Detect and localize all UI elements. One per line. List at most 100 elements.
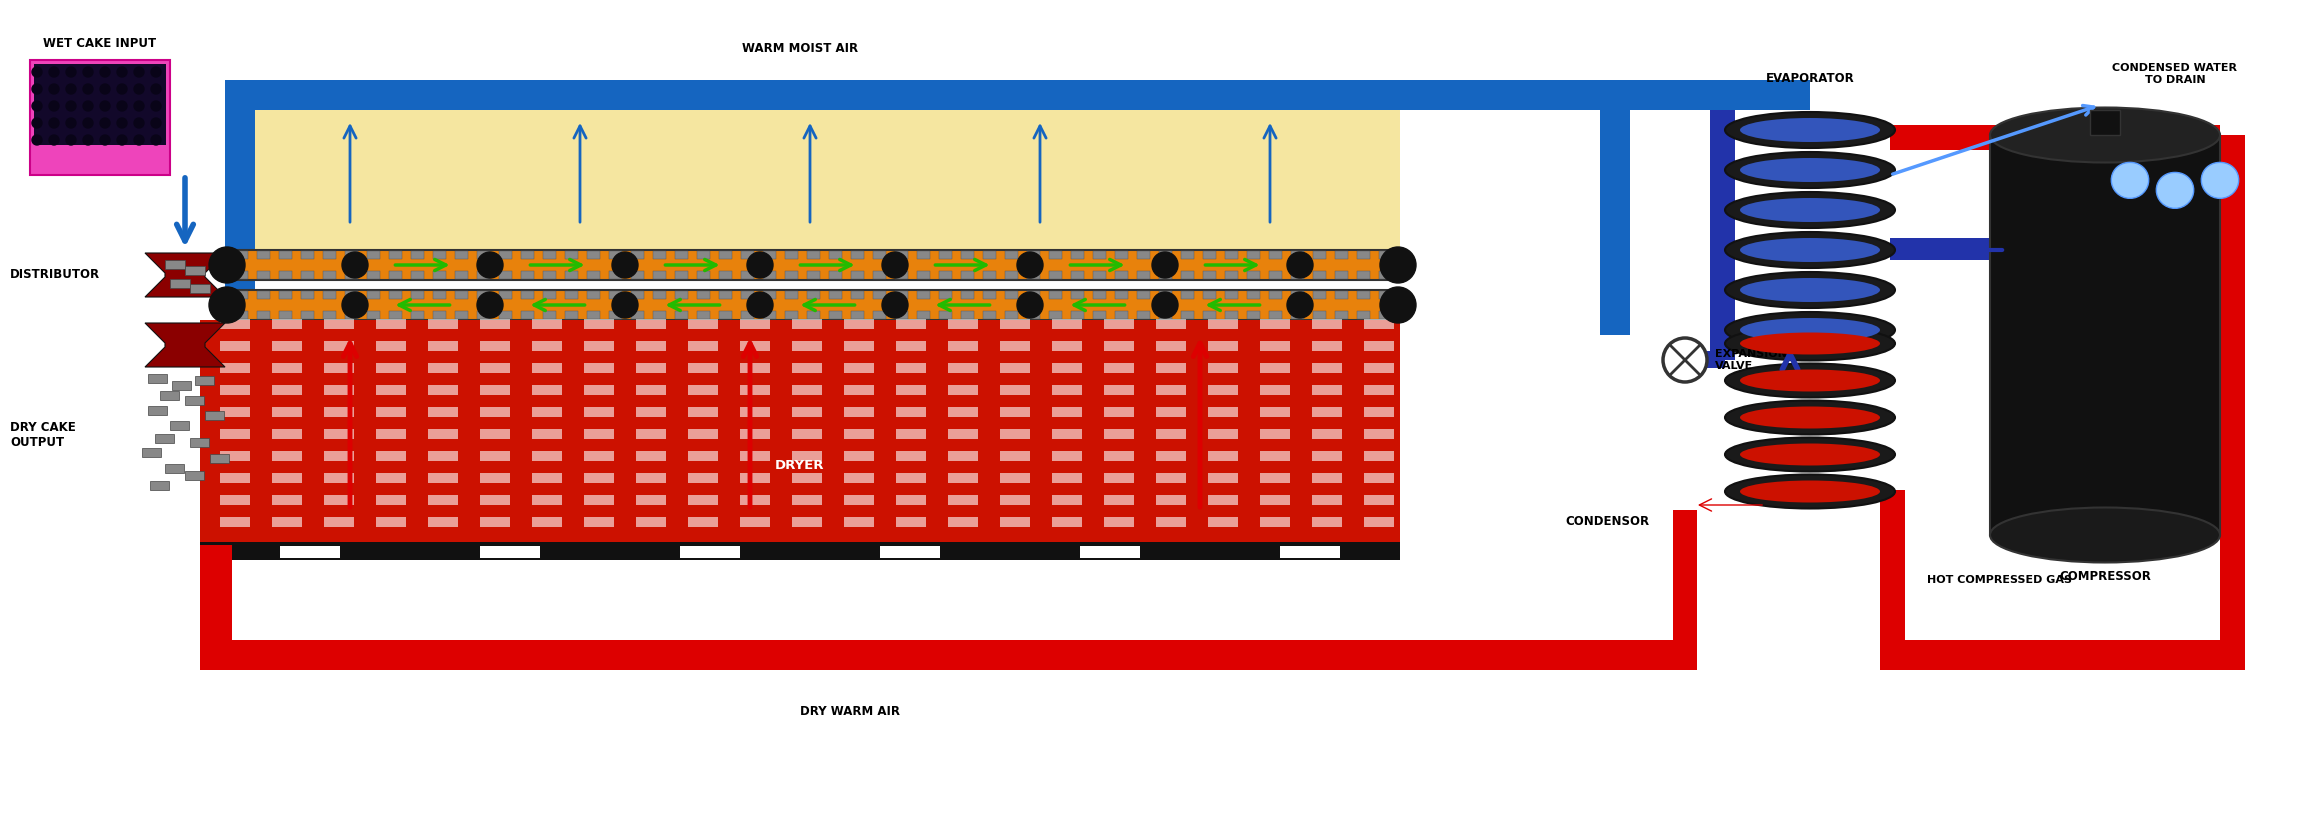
FancyBboxPatch shape [1070, 271, 1084, 279]
FancyBboxPatch shape [325, 385, 355, 395]
FancyBboxPatch shape [376, 473, 406, 483]
FancyBboxPatch shape [1052, 341, 1082, 351]
FancyBboxPatch shape [480, 517, 510, 527]
FancyBboxPatch shape [1079, 546, 1139, 558]
FancyBboxPatch shape [480, 319, 510, 329]
FancyBboxPatch shape [302, 291, 314, 299]
FancyBboxPatch shape [323, 311, 337, 319]
Ellipse shape [1741, 198, 1879, 222]
FancyBboxPatch shape [325, 319, 355, 329]
FancyBboxPatch shape [897, 473, 927, 483]
FancyBboxPatch shape [1160, 311, 1171, 319]
FancyBboxPatch shape [632, 311, 643, 319]
FancyBboxPatch shape [323, 251, 337, 259]
FancyBboxPatch shape [1335, 291, 1349, 299]
FancyBboxPatch shape [376, 451, 406, 461]
Circle shape [150, 84, 161, 94]
FancyBboxPatch shape [376, 407, 406, 417]
FancyBboxPatch shape [235, 251, 249, 259]
FancyBboxPatch shape [895, 311, 909, 319]
FancyBboxPatch shape [1379, 271, 1393, 279]
FancyBboxPatch shape [480, 451, 510, 461]
FancyBboxPatch shape [740, 341, 770, 351]
Circle shape [134, 101, 143, 111]
FancyBboxPatch shape [1001, 429, 1031, 439]
FancyBboxPatch shape [1137, 271, 1151, 279]
FancyBboxPatch shape [844, 451, 874, 461]
FancyBboxPatch shape [844, 473, 874, 483]
FancyBboxPatch shape [533, 451, 563, 461]
FancyBboxPatch shape [376, 385, 406, 395]
FancyBboxPatch shape [1105, 517, 1135, 527]
FancyBboxPatch shape [521, 271, 535, 279]
FancyBboxPatch shape [583, 319, 613, 329]
Ellipse shape [1725, 312, 1896, 348]
FancyBboxPatch shape [1049, 271, 1063, 279]
FancyBboxPatch shape [1052, 495, 1082, 505]
FancyBboxPatch shape [533, 363, 563, 373]
Text: CONDENSED WATER
TO DRAIN: CONDENSED WATER TO DRAIN [2112, 64, 2237, 85]
FancyBboxPatch shape [588, 291, 600, 299]
FancyBboxPatch shape [521, 251, 535, 259]
FancyBboxPatch shape [346, 291, 357, 299]
FancyBboxPatch shape [1259, 451, 1289, 461]
Ellipse shape [1725, 112, 1896, 148]
FancyBboxPatch shape [1208, 473, 1238, 483]
Circle shape [341, 292, 369, 318]
Circle shape [1287, 292, 1312, 318]
FancyBboxPatch shape [844, 319, 874, 329]
FancyBboxPatch shape [434, 251, 445, 259]
Circle shape [134, 135, 143, 145]
FancyBboxPatch shape [676, 271, 687, 279]
FancyBboxPatch shape [696, 251, 710, 259]
FancyBboxPatch shape [1891, 238, 1990, 260]
Circle shape [32, 118, 42, 128]
FancyBboxPatch shape [35, 64, 166, 145]
FancyBboxPatch shape [588, 271, 600, 279]
Circle shape [83, 135, 92, 145]
FancyBboxPatch shape [376, 319, 406, 329]
FancyBboxPatch shape [1001, 495, 1031, 505]
FancyBboxPatch shape [477, 251, 489, 259]
Circle shape [32, 135, 42, 145]
FancyBboxPatch shape [325, 407, 355, 417]
Circle shape [134, 67, 143, 77]
FancyBboxPatch shape [791, 473, 821, 483]
FancyBboxPatch shape [376, 363, 406, 373]
FancyBboxPatch shape [687, 429, 717, 439]
FancyBboxPatch shape [434, 271, 445, 279]
FancyBboxPatch shape [632, 291, 643, 299]
FancyBboxPatch shape [1105, 451, 1135, 461]
FancyBboxPatch shape [272, 517, 302, 527]
Ellipse shape [1725, 152, 1896, 188]
FancyBboxPatch shape [1268, 271, 1282, 279]
FancyBboxPatch shape [1312, 271, 1326, 279]
FancyBboxPatch shape [653, 271, 666, 279]
FancyBboxPatch shape [1990, 135, 2221, 535]
FancyBboxPatch shape [533, 341, 563, 351]
FancyBboxPatch shape [279, 546, 339, 558]
FancyBboxPatch shape [1335, 311, 1349, 319]
FancyBboxPatch shape [226, 110, 1400, 250]
Ellipse shape [1741, 369, 1879, 391]
FancyBboxPatch shape [1116, 291, 1128, 299]
Ellipse shape [1725, 438, 1896, 472]
FancyBboxPatch shape [1259, 495, 1289, 505]
FancyBboxPatch shape [897, 319, 927, 329]
FancyBboxPatch shape [1001, 363, 1031, 373]
Circle shape [118, 84, 127, 94]
FancyBboxPatch shape [184, 471, 203, 480]
FancyBboxPatch shape [687, 319, 717, 329]
FancyBboxPatch shape [719, 271, 731, 279]
FancyBboxPatch shape [1711, 110, 1734, 360]
Polygon shape [145, 323, 226, 367]
FancyBboxPatch shape [429, 517, 459, 527]
FancyBboxPatch shape [226, 250, 1400, 280]
FancyBboxPatch shape [918, 271, 929, 279]
FancyBboxPatch shape [1052, 363, 1082, 373]
FancyBboxPatch shape [376, 341, 406, 351]
FancyBboxPatch shape [196, 376, 214, 385]
FancyBboxPatch shape [256, 311, 270, 319]
Ellipse shape [1990, 108, 2221, 162]
FancyBboxPatch shape [982, 311, 996, 319]
